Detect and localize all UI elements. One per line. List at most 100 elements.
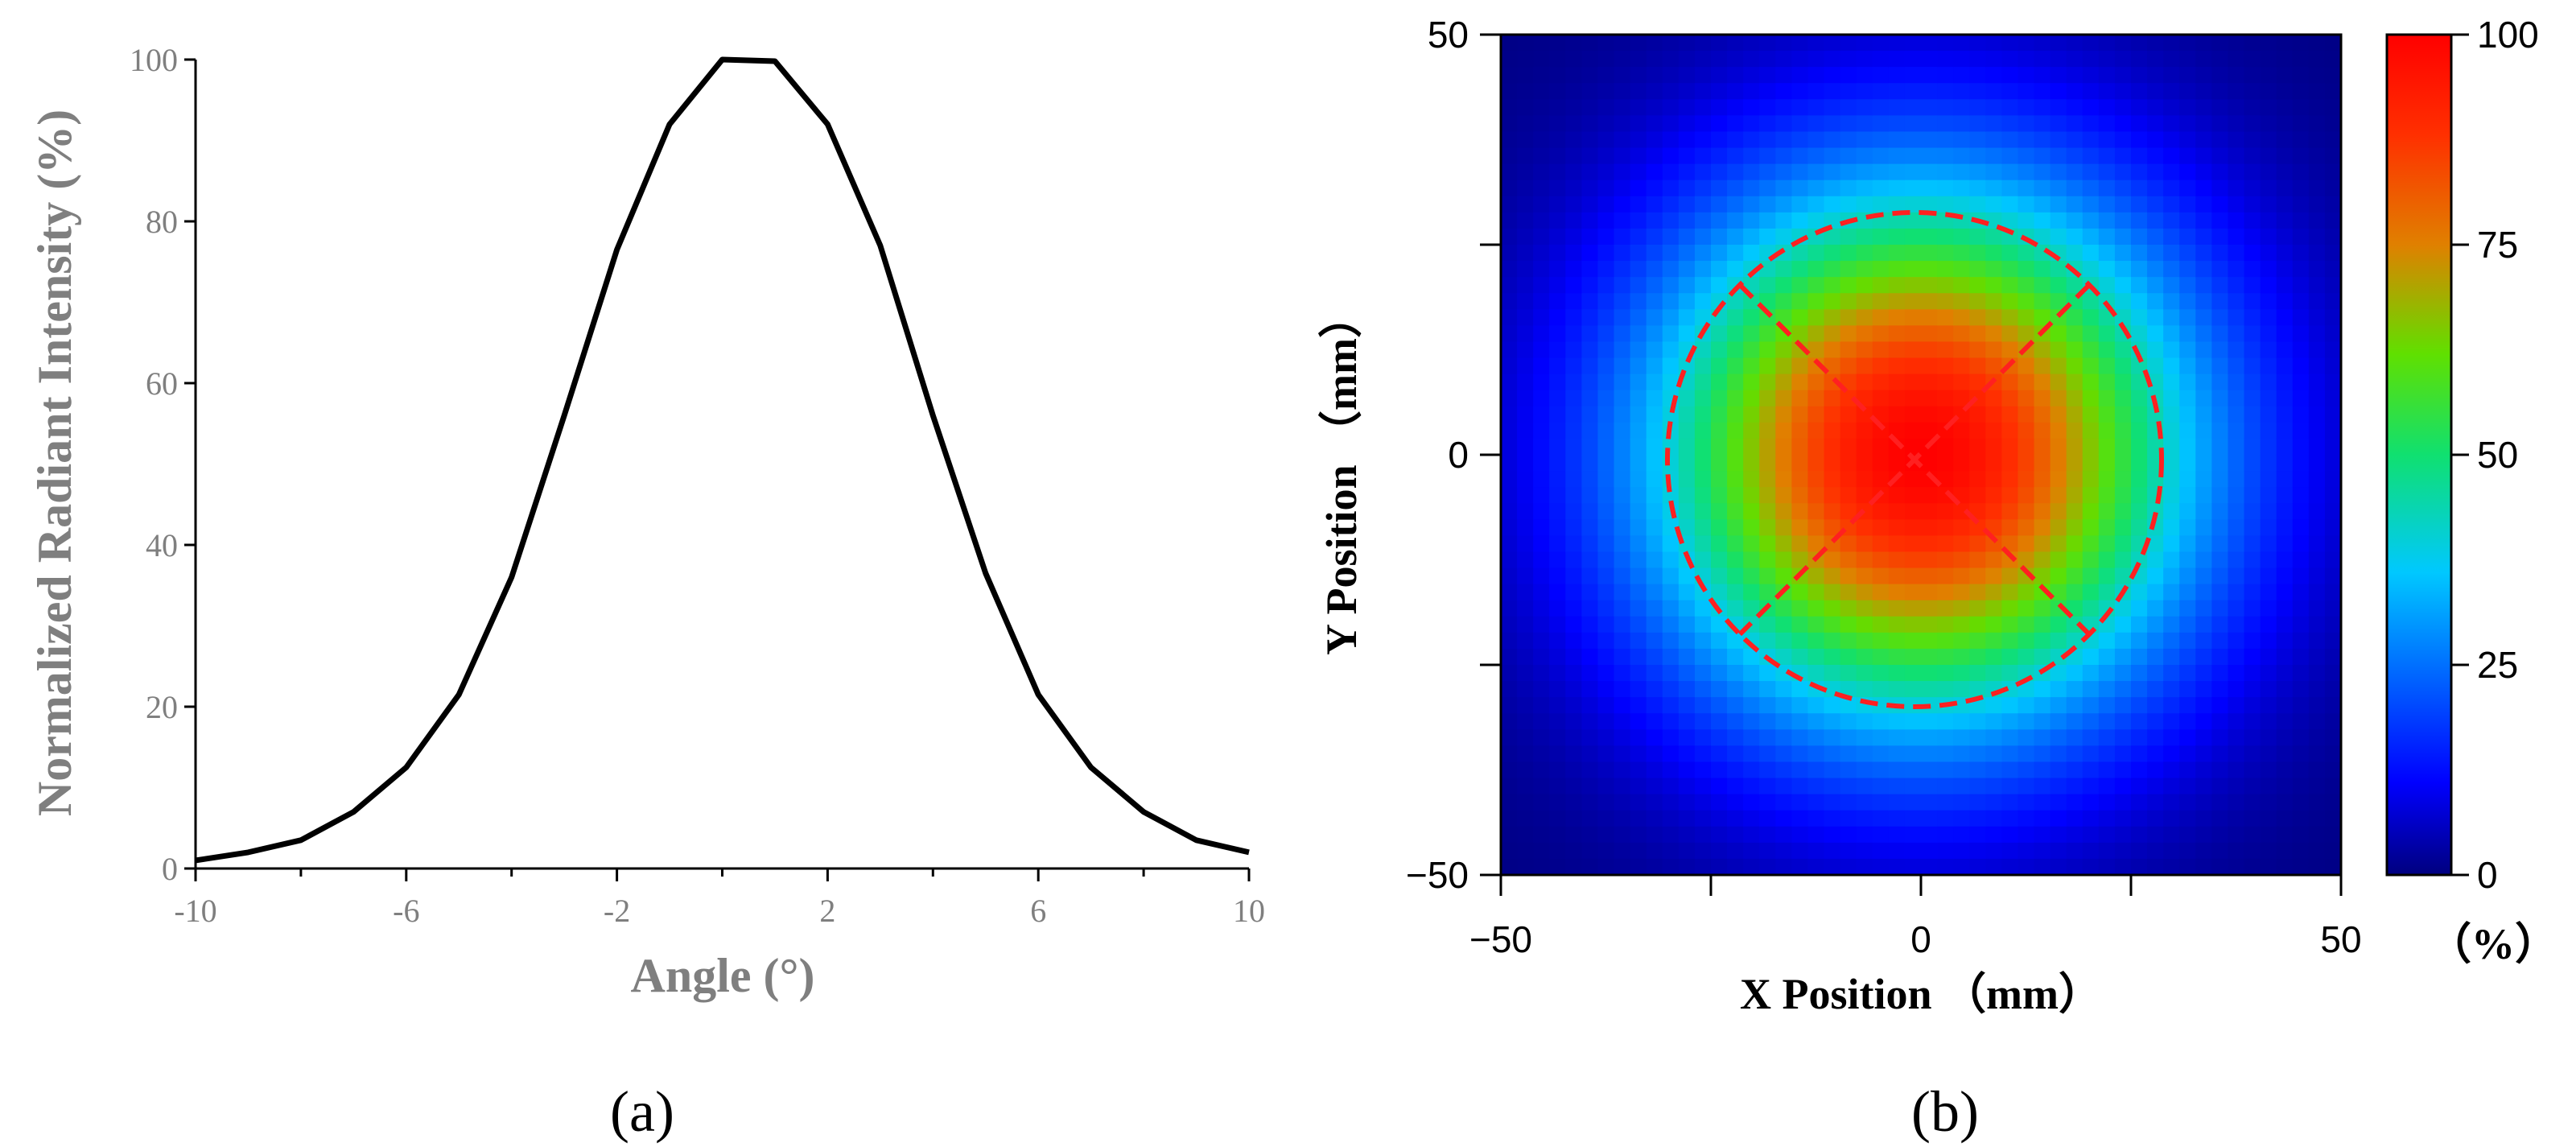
heatmap-cell — [2244, 519, 2261, 536]
heatmap-cell — [2098, 228, 2116, 245]
heatmap-cell — [1791, 826, 1809, 844]
heatmap-cell — [2260, 35, 2277, 52]
heatmap-cell — [2114, 212, 2132, 229]
heatmap-cell — [1775, 147, 1792, 165]
heatmap-cell — [2034, 471, 2051, 488]
heatmap-cell — [1824, 147, 1841, 165]
heatmap-cell — [2082, 83, 2100, 100]
heatmap-cell — [1678, 277, 1696, 294]
heatmap-cell — [1614, 535, 1631, 553]
heatmap-cell — [1597, 551, 1615, 569]
heatmap-cell — [2308, 794, 2326, 811]
heatmap-cell — [1533, 179, 1550, 197]
heatmap-cell — [2292, 309, 2310, 326]
heatmap-cell — [1969, 245, 1986, 262]
heatmap-cell — [1824, 503, 1841, 520]
heatmap-cell — [1743, 826, 1760, 844]
heatmap-cell — [1824, 115, 1841, 133]
heatmap-cell — [2228, 810, 2245, 827]
heatmap-cell — [1565, 131, 1582, 149]
heatmap-cell — [1937, 810, 1954, 827]
heatmap-cell — [2066, 616, 2083, 633]
heatmap-cell — [2276, 519, 2294, 536]
heatmap-cell — [1727, 179, 1744, 197]
heatmap-cell — [2131, 67, 2148, 84]
heatmap-cell — [2308, 373, 2326, 391]
heatmap-cell — [1630, 309, 1647, 326]
heatmap-cell — [1969, 163, 1986, 181]
heatmap-cell — [2018, 810, 2035, 827]
heatmap-cell — [2179, 179, 2196, 197]
heatmap-cell — [1678, 293, 1696, 310]
heatmap-cell — [1743, 390, 1760, 407]
heatmap-cell — [1791, 519, 1809, 536]
heatmap-cell — [1921, 341, 1938, 359]
heatmap-cell — [2244, 487, 2261, 504]
colorbar-tick-label: 0 — [2477, 854, 2498, 896]
heatmap-cell — [1840, 147, 1857, 165]
heatmap-cell — [1678, 163, 1696, 181]
heatmap-cell — [1581, 341, 1599, 359]
heatmap-cell — [1937, 826, 1954, 844]
heatmap-cell — [1888, 713, 1906, 730]
heatmap-cell — [1985, 826, 2002, 844]
heatmap-cell — [1807, 471, 1825, 488]
heatmap-cell — [1807, 131, 1825, 149]
heatmap-cell — [1517, 373, 1534, 391]
heatmap-cell — [2260, 341, 2277, 359]
heatmap-cell — [2147, 67, 2164, 84]
heatmap-cell — [1678, 196, 1696, 213]
heatmap-cell — [2018, 131, 2035, 149]
heatmap-cell — [2179, 487, 2196, 504]
heatmap-cell — [2018, 729, 2035, 746]
heatmap-cell — [1662, 584, 1680, 601]
heatmap-cell — [1678, 390, 1696, 407]
heatmap-cell — [2163, 35, 2180, 52]
heatmap-cell — [1921, 810, 1938, 827]
heatmap-cell — [1743, 632, 1760, 650]
heatmap-cell — [2195, 163, 2212, 181]
heatmap-cell — [1597, 309, 1615, 326]
heatmap-cell — [1824, 858, 1841, 876]
heatmap-cell — [1727, 584, 1744, 601]
heatmap-cell — [2018, 422, 2035, 439]
heatmap-cell — [2034, 196, 2051, 213]
heatmap-cell — [1775, 761, 1792, 779]
heatmap-cell — [1597, 67, 1615, 84]
heatmap-cell — [2001, 35, 2019, 52]
heatmap-cell — [1953, 794, 1970, 811]
heatmap-cell — [1985, 584, 2002, 601]
heatmap-cell — [1888, 632, 1906, 650]
heatmap-cell — [2228, 163, 2245, 181]
heatmap-cell — [2098, 196, 2116, 213]
heatmap-cell — [2211, 131, 2229, 149]
heatmap-cell — [2163, 131, 2180, 149]
heatmap-cell — [1565, 503, 1582, 520]
heatmap-cell — [1807, 600, 1825, 617]
heatmap-cell — [1953, 681, 1970, 698]
heatmap-cell — [1533, 713, 1550, 730]
heatmap-cell — [1581, 245, 1599, 262]
heatmap-cell — [2211, 438, 2229, 456]
heatmap-cell — [2308, 713, 2326, 730]
heatmap-cell — [1614, 778, 1631, 795]
heatmap-cell — [1646, 309, 1663, 326]
heatmap-cell — [1614, 648, 1631, 666]
heatmap-cell — [1775, 778, 1792, 795]
heatmap-cell — [1791, 131, 1809, 149]
heatmap-cell — [1630, 648, 1647, 666]
heatmap-cell — [2131, 179, 2148, 197]
heatmap-cell — [1614, 147, 1631, 165]
heatmap-cell — [2308, 83, 2326, 100]
heatmap-cell — [2131, 261, 2148, 278]
heatmap-cell — [2114, 293, 2132, 310]
heatmap-cell — [2082, 600, 2100, 617]
heatmap-cell — [2066, 535, 2083, 553]
heatmap-cell — [1597, 390, 1615, 407]
heatmap-cell — [1985, 471, 2002, 488]
heatmap-cell — [1694, 131, 1712, 149]
heatmap-cell — [2082, 858, 2100, 876]
heatmap-cell — [1614, 228, 1631, 245]
heatmap-cell — [1775, 179, 1792, 197]
heatmap-cell — [2163, 406, 2180, 423]
